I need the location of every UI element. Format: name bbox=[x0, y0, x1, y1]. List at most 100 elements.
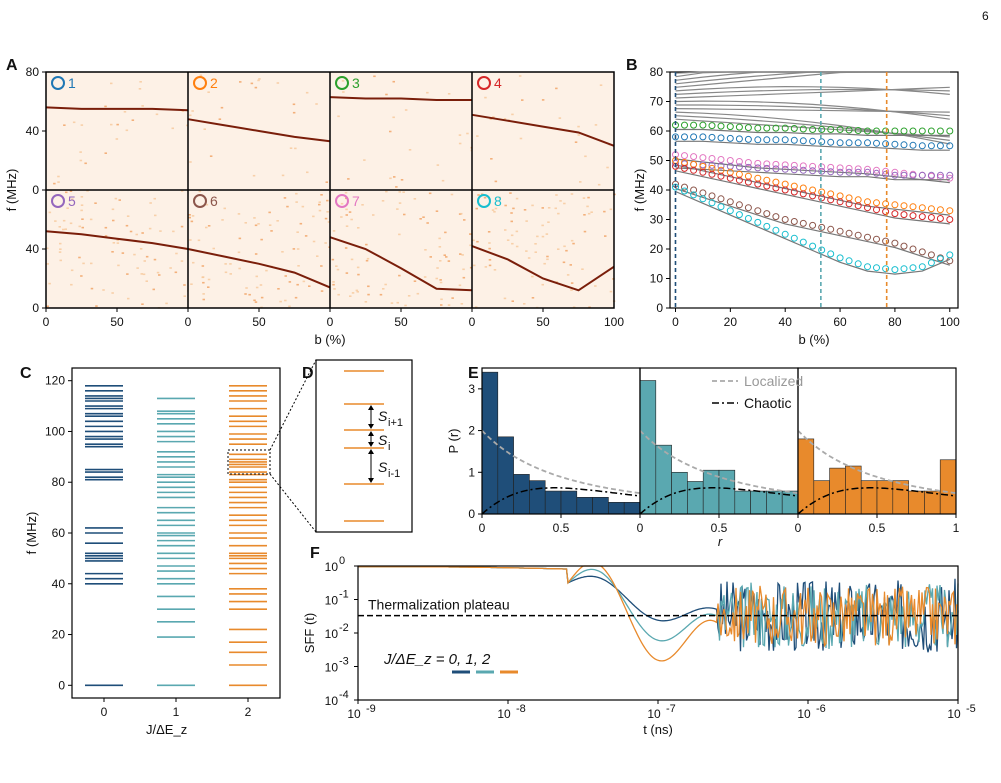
heatmap-noise-pixel bbox=[48, 211, 52, 214]
spectrum-fit-line bbox=[675, 170, 950, 225]
y-tick-label: 40 bbox=[52, 577, 66, 591]
data-point bbox=[946, 216, 954, 223]
y-tick-label: 10 bbox=[325, 694, 339, 708]
heatmap-noise-pixel bbox=[244, 293, 247, 295]
heatmap-noise-pixel bbox=[436, 164, 440, 166]
data-point bbox=[854, 168, 862, 176]
data-point bbox=[864, 165, 871, 173]
heatmap-noise-pixel bbox=[396, 301, 399, 304]
heatmap-noise-pixel bbox=[498, 196, 501, 199]
data-point bbox=[726, 123, 734, 131]
heatmap-noise-pixel bbox=[237, 251, 241, 254]
heatmap-noise-pixel bbox=[189, 114, 192, 117]
heatmap-noise-pixel bbox=[63, 124, 66, 126]
data-point bbox=[781, 230, 789, 238]
data-point bbox=[927, 214, 935, 221]
heatmap-noise-pixel bbox=[570, 282, 574, 284]
data-point bbox=[726, 207, 734, 215]
heatmap-noise-pixel bbox=[510, 234, 514, 237]
heatmap-noise-pixel bbox=[563, 202, 566, 205]
heatmap-noise-pixel bbox=[253, 299, 256, 302]
heatmap-noise-pixel bbox=[447, 304, 451, 306]
heatmap-noise-pixel bbox=[565, 249, 568, 252]
chaotic-curve bbox=[797, 487, 957, 515]
heatmap-noise-pixel bbox=[373, 75, 376, 78]
heatmap-noise-pixel bbox=[301, 205, 305, 208]
y-tick-label: 10 bbox=[325, 560, 339, 574]
heatmap-noise-pixel bbox=[126, 273, 129, 275]
heatmap-noise-pixel bbox=[324, 242, 327, 244]
data-point bbox=[854, 127, 862, 134]
heatmap-noise-pixel bbox=[350, 218, 353, 221]
heatmap-noise-pixel bbox=[223, 207, 226, 210]
heatmap-noise-pixel bbox=[381, 200, 385, 202]
data-point bbox=[726, 134, 734, 142]
data-point bbox=[845, 168, 853, 176]
data-point bbox=[799, 219, 807, 227]
data-point bbox=[699, 154, 707, 162]
x-tick-label: 50 bbox=[252, 315, 266, 329]
data-point bbox=[936, 127, 944, 135]
x-tick-label: 50 bbox=[110, 315, 124, 329]
heatmap-noise-pixel bbox=[123, 111, 127, 113]
heatmap-noise-pixel bbox=[57, 181, 60, 183]
panel-b-spectrum: 0 10 20 30 40 50 60 70 80 0 20 40 60 80 100 b (%) f (MHz… bbox=[632, 65, 960, 347]
data-point bbox=[690, 186, 698, 194]
heatmap-trace bbox=[471, 245, 615, 292]
heatmap-noise-pixel bbox=[104, 235, 108, 237]
heatmap-noise-pixel bbox=[294, 147, 297, 150]
heatmap-noise-pixel bbox=[345, 272, 349, 274]
heatmap-noise-pixel bbox=[281, 174, 285, 177]
heatmap-noise-pixel bbox=[504, 204, 507, 207]
y-axis-label: f (MHz) bbox=[632, 169, 647, 212]
heatmap-noise-pixel bbox=[345, 208, 348, 211]
heatmap-noise-pixel bbox=[289, 147, 293, 149]
heatmap-noise-pixel bbox=[320, 265, 323, 267]
heatmap-noise-pixel bbox=[254, 86, 258, 89]
heatmap-noise-pixel bbox=[541, 99, 545, 101]
data-point bbox=[818, 194, 826, 202]
data-point bbox=[754, 207, 762, 215]
panel-label-B: B bbox=[626, 57, 638, 74]
heatmap-noise-pixel bbox=[469, 266, 473, 269]
data-point bbox=[900, 211, 908, 219]
y-tick-label: 100 bbox=[45, 424, 65, 438]
x-tick-label: 2 bbox=[245, 705, 252, 719]
heatmap-noise-pixel bbox=[510, 220, 513, 223]
data-point bbox=[818, 138, 826, 146]
plateau-label: Thermalization plateau bbox=[368, 597, 510, 613]
heatmap-noise-pixel bbox=[372, 214, 375, 216]
heatmap-noise-pixel bbox=[333, 288, 336, 290]
heatmap-noise-pixel bbox=[191, 110, 194, 112]
data-point bbox=[735, 211, 743, 219]
heatmap-noise-pixel bbox=[577, 134, 580, 136]
data-point bbox=[699, 168, 707, 176]
histogram-bar bbox=[892, 480, 909, 515]
heatmap-noise-pixel bbox=[69, 222, 73, 225]
data-point bbox=[936, 255, 944, 263]
heatmap-noise-pixel bbox=[82, 262, 85, 265]
y-tick-label: 50 bbox=[650, 154, 664, 168]
heatmap-noise-pixel bbox=[276, 220, 279, 222]
data-point bbox=[818, 246, 826, 254]
heatmap-noise-pixel bbox=[404, 109, 408, 111]
heatmap-noise-pixel bbox=[127, 297, 130, 300]
heatmap-noise-pixel bbox=[555, 281, 558, 283]
heatmap-noise-pixel bbox=[393, 176, 396, 178]
heatmap-noise-pixel bbox=[587, 212, 591, 215]
data-point bbox=[735, 158, 743, 165]
heatmap-noise-pixel bbox=[66, 207, 69, 209]
heatmap-noise-pixel bbox=[341, 80, 345, 82]
data-point bbox=[690, 153, 698, 161]
heatmap-noise-pixel bbox=[463, 219, 466, 221]
data-point bbox=[845, 139, 853, 147]
heatmap-noise-pixel bbox=[545, 233, 549, 235]
y-axis-label: P (r) bbox=[446, 428, 461, 453]
subpanel-label: 8 bbox=[494, 193, 502, 209]
heatmap-noise-pixel bbox=[327, 221, 331, 223]
heatmap-noise-pixel bbox=[523, 209, 527, 211]
heatmap-noise-pixel bbox=[48, 282, 51, 285]
x-tick-label: 10 bbox=[497, 707, 511, 721]
heatmap-noise-pixel bbox=[153, 258, 157, 261]
